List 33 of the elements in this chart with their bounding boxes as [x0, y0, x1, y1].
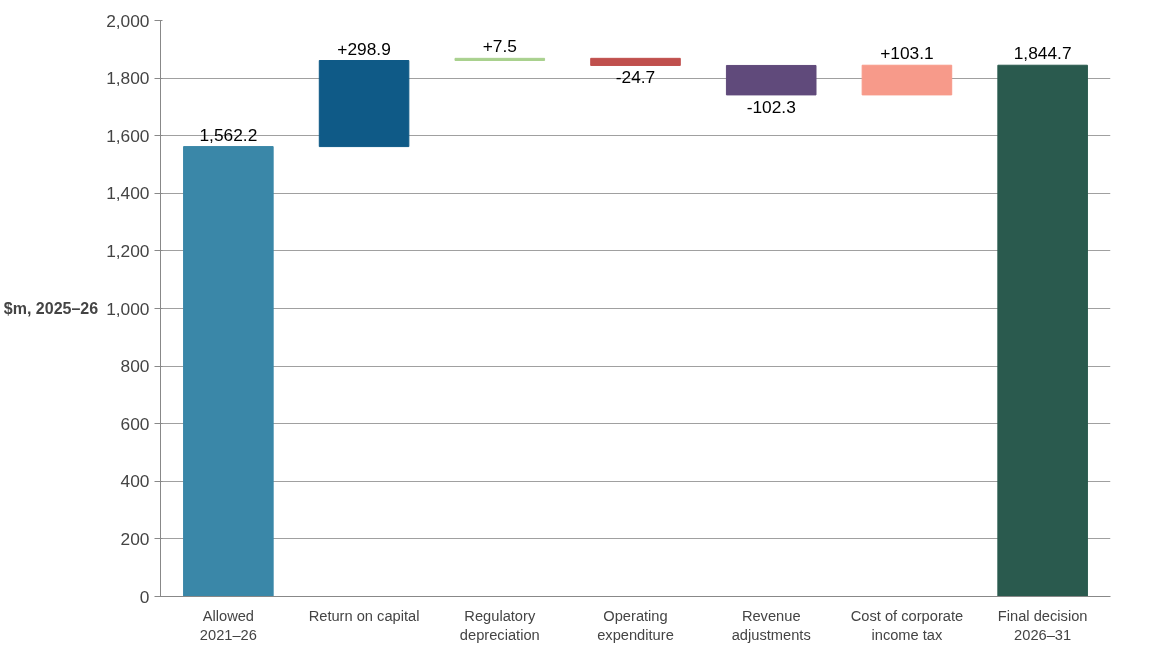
- data-label: 1,562.2: [199, 124, 258, 145]
- y-tick-label: 1,600: [106, 125, 150, 146]
- y-tick-label: 1,000: [106, 298, 150, 319]
- data-label: -102.3: [746, 96, 796, 117]
- bar: [318, 60, 410, 148]
- y-tick-label: 800: [120, 356, 150, 377]
- data-label: +298.9: [337, 38, 391, 59]
- y-tick-label: 200: [120, 528, 150, 549]
- bar: [997, 64, 1088, 597]
- y-tick-label: 1,400: [106, 183, 150, 204]
- y-tick-label: 400: [120, 471, 150, 492]
- bar: [590, 57, 681, 66]
- bar: [861, 64, 953, 96]
- bar: [454, 57, 546, 61]
- x-tick-label: Revenue adjustments: [731, 607, 811, 643]
- x-tick-label: Return on capital: [308, 607, 420, 624]
- x-tick-label: Operating expenditure: [597, 607, 674, 643]
- x-tick-label: Allowed 2021–26: [199, 607, 257, 643]
- y-axis-title: $m, 2025–26: [3, 300, 99, 317]
- data-label: +103.1: [880, 43, 934, 64]
- bar: [183, 146, 274, 597]
- y-tick-label: 600: [120, 413, 150, 434]
- data-label: 1,844.7: [1013, 43, 1072, 64]
- data-label: +7.5: [482, 36, 517, 57]
- y-tick-label: 1,200: [106, 240, 150, 261]
- x-tick-label: Final decision 2026–31: [997, 607, 1088, 643]
- bar: [725, 64, 817, 96]
- data-label: -24.7: [615, 67, 656, 88]
- y-tick-label: 1,800: [106, 68, 150, 89]
- x-tick-label: Regulatory depreciation: [459, 607, 540, 643]
- y-tick-label: 2,000: [106, 10, 150, 31]
- x-tick-label: Cost of corporate income tax: [850, 607, 964, 643]
- y-tick-label: 0: [139, 586, 150, 607]
